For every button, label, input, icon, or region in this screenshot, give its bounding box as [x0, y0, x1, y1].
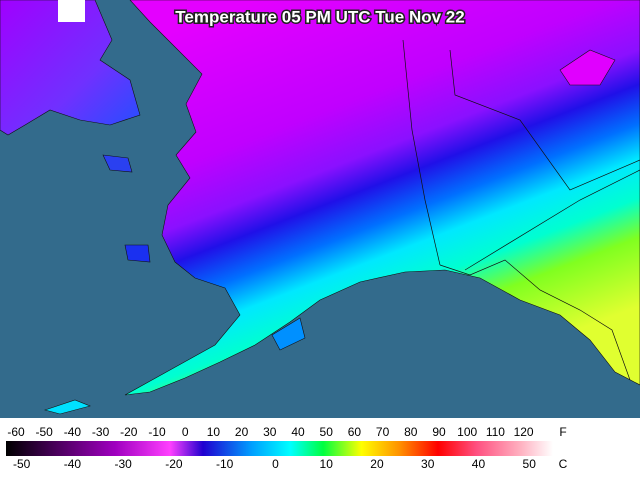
fahrenheit-label: 70 [376, 425, 390, 439]
siberia [0, 0, 141, 136]
celsius-label: 10 [320, 457, 334, 471]
celsius-unit: C [559, 457, 568, 471]
celsius-label: -20 [165, 457, 183, 471]
fahrenheit-label: 110 [486, 425, 505, 439]
fahrenheit-label: -40 [64, 425, 82, 439]
fahrenheit-label: -20 [120, 425, 138, 439]
celsius-label: 30 [421, 457, 435, 471]
island [271, 317, 306, 351]
arctic-island [559, 49, 616, 86]
fahrenheit-label: 40 [291, 425, 305, 439]
fahrenheit-label: 20 [235, 425, 249, 439]
fahrenheit-label: -30 [92, 425, 110, 439]
celsius-label: -40 [64, 457, 82, 471]
color-bar [6, 441, 553, 456]
island [43, 399, 91, 415]
border [464, 169, 640, 271]
celsius-label: -10 [216, 457, 234, 471]
fahrenheit-label: 30 [263, 425, 277, 439]
celsius-label: 0 [272, 457, 279, 471]
alaska-canada [124, 0, 640, 396]
celsius-label: -30 [114, 457, 132, 471]
fahrenheit-label: 50 [320, 425, 334, 439]
border [402, 39, 441, 266]
color-legend: -60 -50 -40 -30 -20 -10 0 10 20 30 40 50 60 70 80 90 100… [6, 425, 568, 471]
celsius-label: -50 [13, 457, 31, 471]
map-title: Temperature 05 PM UTC Tue Nov 22 [175, 7, 464, 26]
fahrenheit-label: 120 [514, 425, 534, 439]
fahrenheit-label: 60 [348, 425, 362, 439]
fahrenheit-unit: F [559, 425, 566, 439]
island [102, 154, 133, 173]
celsius-label: 40 [472, 457, 486, 471]
border [439, 259, 631, 381]
fahrenheit-label: 10 [207, 425, 221, 439]
celsius-label: 20 [370, 457, 384, 471]
celsius-label: 50 [523, 457, 537, 471]
fahrenheit-label: 90 [432, 425, 446, 439]
fahrenheit-label: -60 [7, 425, 25, 439]
map: Temperature 05 PM UTC Tue Nov 22 [0, 0, 640, 418]
fahrenheit-label: -10 [148, 425, 166, 439]
border [449, 49, 640, 191]
fahrenheit-label: 80 [404, 425, 418, 439]
island [124, 244, 151, 263]
fahrenheit-label: -50 [36, 425, 54, 439]
corner-box [58, 0, 85, 22]
fahrenheit-label: 100 [457, 425, 477, 439]
fahrenheit-label: 0 [182, 425, 189, 439]
